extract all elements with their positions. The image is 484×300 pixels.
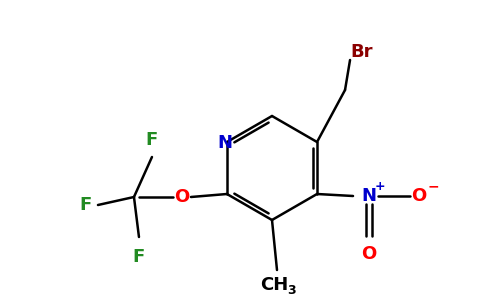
Text: F: F xyxy=(146,131,158,149)
Text: O: O xyxy=(174,188,190,206)
Text: O: O xyxy=(362,245,377,263)
Text: 3: 3 xyxy=(287,284,295,298)
Text: +: + xyxy=(375,179,385,193)
Text: −: − xyxy=(427,179,439,193)
Text: O: O xyxy=(411,187,427,205)
Text: F: F xyxy=(80,196,92,214)
Text: CH: CH xyxy=(260,276,288,294)
Text: N: N xyxy=(362,187,377,205)
Text: F: F xyxy=(133,248,145,266)
Text: Br: Br xyxy=(351,43,373,61)
Text: N: N xyxy=(217,134,232,152)
